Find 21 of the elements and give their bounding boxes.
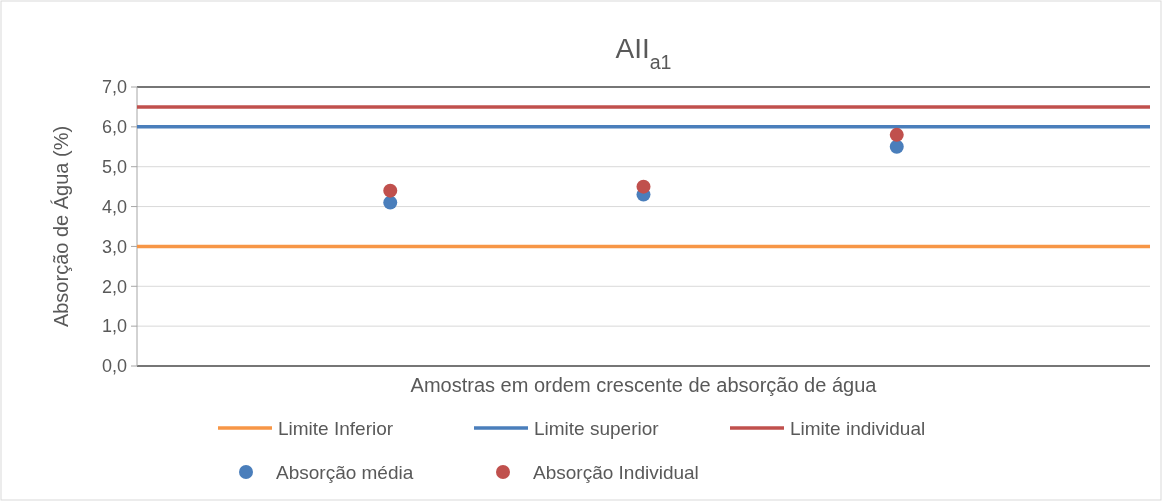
x-axis-title: Amostras em ordem crescente de absorção de água <box>410 374 878 396</box>
legend-label: Limite individual <box>790 417 926 439</box>
y-tick-label: 5,0 <box>101 157 127 178</box>
y-axis-title: Absorção de Água (%) <box>50 125 72 328</box>
y-tick-label: 1,0 <box>101 316 127 337</box>
y-tick-label: 0,0 <box>101 356 127 377</box>
legend-label: Absorção média <box>276 461 414 483</box>
legend-label: Absorção Individual <box>533 461 699 483</box>
point <box>889 139 904 154</box>
point <box>383 195 398 210</box>
chart-title: AII$_{a1}$ <box>615 33 672 73</box>
legend-label: Limite superior <box>534 417 660 439</box>
y-tick-label: 6,0 <box>101 117 127 138</box>
legend-label: Limite Inferior <box>278 417 394 439</box>
point <box>636 179 651 194</box>
y-tick-label: 3,0 <box>101 236 127 257</box>
y-tick-label: 2,0 <box>101 276 127 297</box>
y-tick-label: 7,0 <box>101 77 127 98</box>
point <box>889 127 904 142</box>
y-tick-label: 4,0 <box>101 196 127 217</box>
point <box>383 183 398 198</box>
